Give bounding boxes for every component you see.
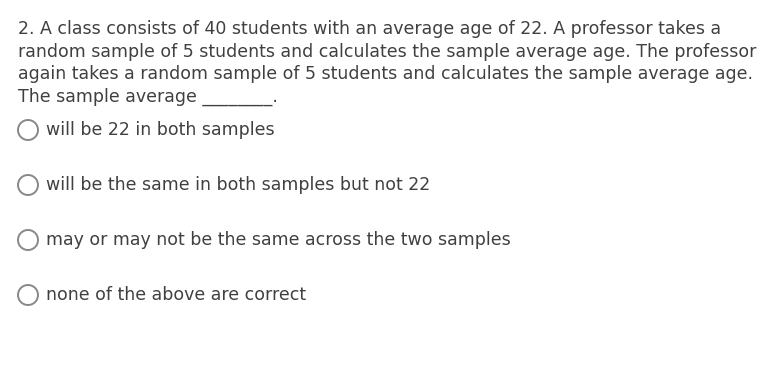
Text: will be 22 in both samples: will be 22 in both samples [46, 121, 274, 139]
Text: again takes a random sample of 5 students and calculates the sample average age.: again takes a random sample of 5 student… [18, 65, 753, 83]
Text: 2. A class consists of 40 students with an average age of 22. A professor takes : 2. A class consists of 40 students with … [18, 20, 721, 38]
Text: The sample average ________.: The sample average ________. [18, 88, 278, 106]
Text: will be the same in both samples but not 22: will be the same in both samples but not… [46, 176, 430, 194]
Text: may or may not be the same across the two samples: may or may not be the same across the tw… [46, 231, 511, 249]
Text: none of the above are correct: none of the above are correct [46, 286, 306, 304]
Text: random sample of 5 students and calculates the sample average age. The professor: random sample of 5 students and calculat… [18, 43, 756, 61]
